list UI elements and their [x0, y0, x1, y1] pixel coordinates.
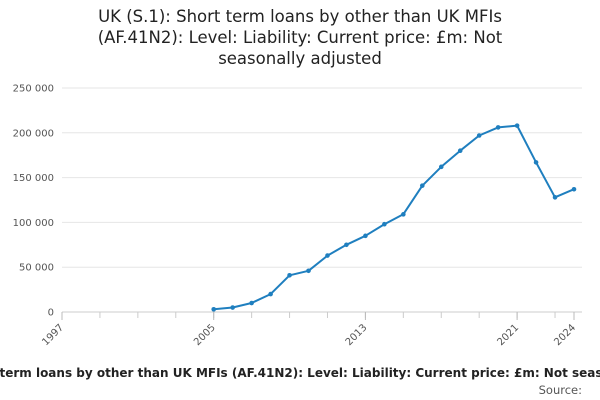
data-point: [514, 123, 520, 128]
chart-title-line: UK (S.1): Short term loans by other than…: [98, 7, 502, 26]
data-point: [457, 148, 463, 154]
source-label: Source:: [538, 383, 582, 397]
data-point: [211, 307, 217, 312]
y-axis-labels: 0 50 000 100 000 150 000 200 000 250 000: [13, 84, 54, 319]
data-point: [495, 125, 501, 130]
x-tick-label: 2005: [192, 322, 218, 348]
data-point: [476, 133, 482, 138]
chart-title: UK (S.1): Short term loans by other than…: [0, 6, 600, 69]
data-point: [552, 195, 558, 200]
data-point: [306, 268, 311, 274]
series-line: [213, 124, 575, 311]
data-point: [249, 300, 254, 306]
x-tick-label: 2021: [495, 322, 521, 348]
data-point: [438, 164, 444, 170]
line-chart: 0 50 000 100 000 150 000 200 000 250 000 1997…: [13, 84, 582, 348]
y-tick-label: 200 000: [13, 128, 54, 139]
legend: UK (S.1): Short term loans by other than…: [0, 366, 600, 382]
x-tick-label: 2024: [552, 322, 578, 348]
data-point: [268, 291, 273, 297]
data-point: [419, 183, 425, 188]
data-point: [230, 305, 235, 310]
y-tick-label: 0: [48, 308, 54, 319]
data-point: [344, 242, 349, 248]
data-point: [401, 212, 406, 217]
x-tick-label: 2013: [344, 322, 370, 348]
y-tick-label: 50 000: [19, 263, 54, 274]
data-point: [325, 253, 330, 258]
gridlines: [62, 87, 582, 268]
y-tick-label: 250 000: [13, 84, 54, 95]
chart-title-line: seasonally adjusted: [218, 49, 382, 68]
data-point: [533, 160, 539, 165]
data-point: [571, 186, 577, 192]
data-point: [382, 221, 387, 227]
x-tick-label: 1997: [40, 322, 66, 348]
data-point: [363, 233, 368, 239]
legend-item: UK (S.1): Short term loans by other than…: [0, 366, 600, 380]
data-point: [287, 272, 292, 278]
y-tick-label: 150 000: [13, 173, 54, 184]
plot-area: [211, 123, 577, 312]
x-axis: 1997 2005 2013 2021 2024: [40, 311, 582, 348]
y-tick-label: 100 000: [13, 218, 54, 229]
chart-title-line: (AF.41N2): Level: Liability: Current pri…: [97, 28, 503, 47]
